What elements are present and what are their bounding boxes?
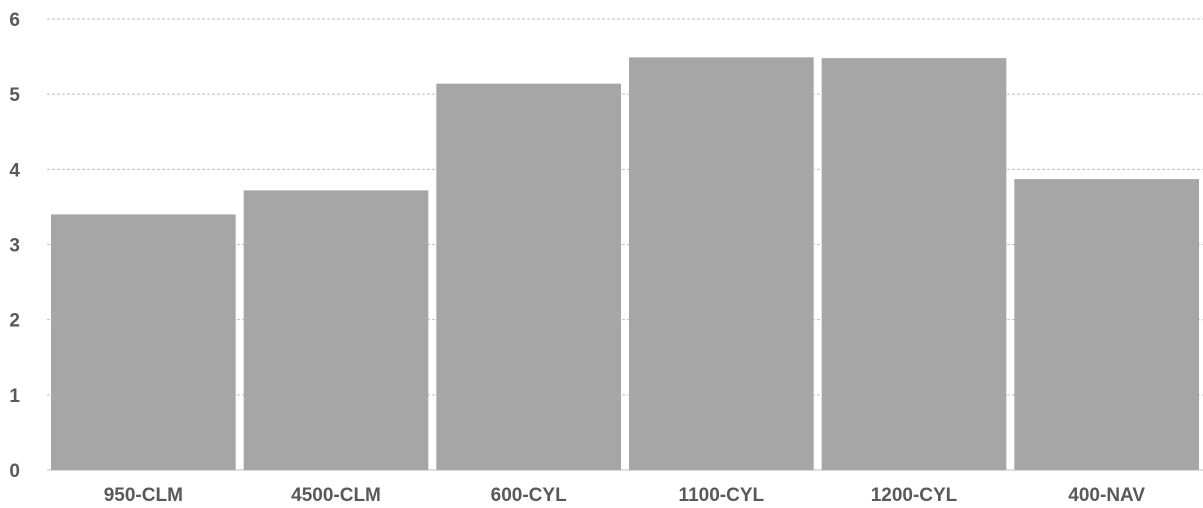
x-category-label: 1200-CYL — [871, 485, 958, 506]
y-tick-label: 3 — [9, 236, 20, 257]
y-axis-tick-labels: 0 1 2 3 4 5 6 — [9, 10, 20, 482]
x-category-label: 600-CYL — [491, 485, 567, 506]
y-tick-label: 2 — [9, 311, 20, 332]
y-tick-label: 5 — [9, 85, 20, 106]
y-tick-label: 1 — [9, 386, 20, 407]
x-category-label: 1100-CYL — [679, 485, 765, 506]
x-category-label: 950-CLM — [104, 485, 183, 506]
y-tick-label: 0 — [9, 461, 20, 482]
bar-600-cyl — [436, 83, 621, 470]
y-tick-label: 4 — [9, 160, 20, 181]
bars — [51, 57, 1199, 471]
bar-1100-cyl — [629, 57, 814, 471]
x-axis-category-labels: 950-CLM 4500-CLM 600-CYL 1100-CYL 1200-CYL 40… — [104, 485, 1146, 506]
bar-400-nav — [1014, 179, 1199, 471]
bar-4500-clm — [243, 190, 429, 470]
bar-1200-cyl — [821, 58, 1007, 470]
gridlines — [47, 18, 1203, 471]
x-category-label: 4500-CLM — [291, 485, 381, 506]
x-category-label: 400-NAV — [1068, 485, 1145, 506]
y-tick-label: 6 — [9, 10, 20, 31]
bar-950-clm — [51, 214, 236, 470]
